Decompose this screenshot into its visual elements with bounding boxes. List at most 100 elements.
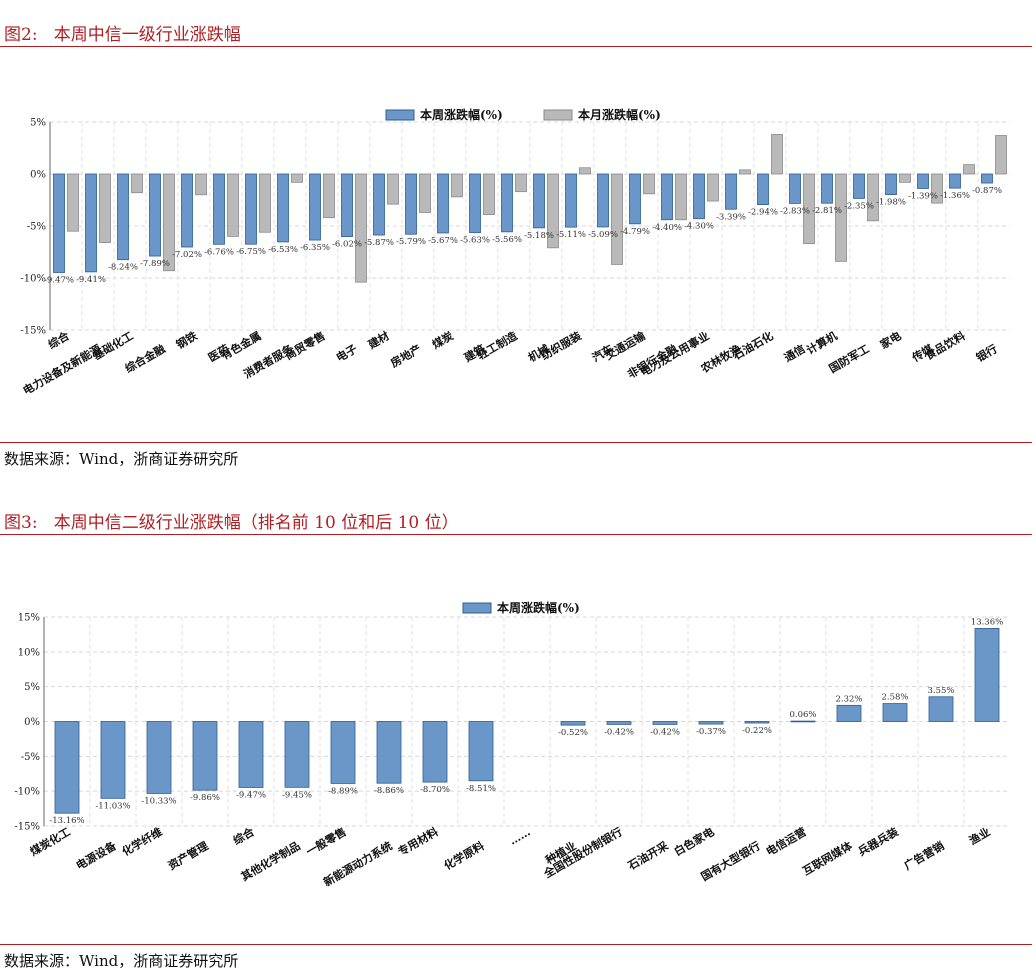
category-label: ……: [507, 825, 533, 847]
data-label: -0.87%: [972, 186, 1002, 196]
y-tick-label: 5%: [24, 682, 40, 693]
data-label: -10.33%: [141, 796, 176, 806]
data-label: -0.52%: [558, 728, 588, 738]
category-label: 电子: [333, 341, 359, 364]
data-label: -6.02%: [332, 240, 362, 250]
y-tick-label: 10%: [18, 647, 40, 658]
category-label: 化学纤维: [119, 824, 164, 858]
figure3-top-rule: [0, 534, 1032, 535]
data-label: -9.41%: [76, 275, 106, 285]
data-label: -0.37%: [696, 727, 726, 737]
legend-entry: 本月涨跌幅(%): [578, 107, 661, 122]
category-label: 综合: [45, 328, 72, 352]
y-tick-label: -10%: [14, 787, 40, 798]
bar-monthly: [67, 173, 79, 232]
data-label: -2.94%: [748, 208, 778, 218]
data-label: -5.87%: [364, 238, 394, 248]
bar-weekly: [789, 173, 801, 204]
bar-weekly: [85, 173, 97, 273]
bar-weekly: [949, 173, 961, 189]
category-label: 专用材料: [395, 824, 440, 858]
data-label: -2.83%: [780, 206, 810, 216]
bar-monthly: [259, 173, 271, 233]
bar-monthly: [867, 173, 879, 222]
bar-weekly: [693, 173, 705, 220]
bar-monthly: [451, 173, 463, 198]
category-label: 化学原料: [441, 838, 486, 872]
legend-swatch: [543, 109, 573, 121]
data-label: -9.45%: [282, 790, 312, 800]
data-label: -3.39%: [716, 212, 746, 222]
data-label: -8.86%: [374, 786, 404, 796]
category-label: 电信运营: [763, 824, 808, 858]
data-label: -13.16%: [49, 816, 84, 826]
bar-weekly: [853, 173, 865, 199]
category-label: 电力及公用事业: [638, 328, 712, 379]
category-label: 电力设备及新能源: [20, 341, 103, 397]
data-label: -9.47%: [44, 275, 74, 285]
bar-monthly: [515, 173, 527, 193]
y-tick-label: -15%: [20, 326, 46, 337]
bar-monthly: [739, 169, 751, 175]
bar-monthly: [99, 173, 111, 244]
bar-weekly: [885, 173, 897, 195]
data-label: 0.06%: [789, 710, 816, 720]
y-tick-label: 0%: [24, 717, 40, 728]
bar-weekly: [836, 704, 862, 722]
figure2-bottom-rule: [0, 442, 1032, 443]
bar-weekly: [928, 696, 954, 722]
bar-weekly: [213, 173, 225, 245]
category-label: 钢铁: [173, 328, 199, 351]
bar-weekly: [341, 173, 353, 238]
category-label: 房地产: [388, 341, 424, 370]
data-label: -4.40%: [652, 223, 682, 233]
bar-monthly: [835, 173, 847, 262]
bar-monthly: [323, 173, 335, 219]
bar-weekly: [606, 721, 632, 725]
bar-monthly: [355, 173, 367, 283]
figure2-source: 数据来源：Wind，浙商证券研究所: [4, 450, 239, 468]
data-label: -6.53%: [268, 245, 298, 255]
bar-weekly: [981, 173, 993, 184]
category-label: 石油开采: [625, 838, 672, 873]
data-label: -2.81%: [812, 206, 842, 216]
category-label: 通信: [781, 341, 807, 364]
bar-monthly: [803, 173, 815, 245]
category-label: 资产管理: [165, 838, 210, 872]
category-label: 国有大型银行: [698, 838, 762, 883]
legend-entry: 本周涨跌幅(%): [497, 600, 580, 615]
data-label: -0.22%: [742, 726, 772, 736]
data-label: -1.98%: [876, 198, 906, 208]
bar-weekly: [629, 173, 641, 225]
bar-weekly: [149, 173, 161, 257]
bar-weekly: [821, 173, 833, 204]
category-label: 广告营销: [901, 838, 946, 872]
data-label: -5.56%: [492, 235, 522, 245]
bar-weekly: [652, 721, 678, 725]
bar-monthly: [899, 173, 911, 183]
bar-monthly: [419, 173, 431, 213]
bar-monthly: [195, 173, 207, 196]
figure2-top-rule: [0, 46, 1032, 47]
data-label: 2.58%: [881, 693, 908, 703]
category-label: 国防军工: [826, 341, 871, 375]
data-label: -9.86%: [190, 793, 220, 803]
y-tick-label: 5%: [30, 118, 46, 129]
category-label: 建材: [365, 328, 391, 351]
data-label: -0.42%: [650, 727, 680, 737]
category-label: 电源设备: [73, 838, 119, 873]
data-label: -5.11%: [556, 230, 586, 240]
bar-weekly: [560, 721, 586, 726]
bar-weekly: [284, 721, 310, 788]
figure3-chart: 15%10%5%0%-5%-10%-15%本周涨跌幅(%)-13.16%煤炭化工…: [14, 600, 1010, 889]
legend-entry: 本周涨跌幅(%): [420, 107, 503, 122]
bar-monthly: [227, 173, 239, 237]
data-label: -7.89%: [140, 259, 170, 269]
category-label: 计算机: [804, 328, 840, 357]
data-label: 13.36%: [971, 617, 1003, 627]
bar-weekly: [744, 721, 770, 724]
bar-weekly: [565, 173, 577, 228]
data-label: -7.02%: [172, 250, 202, 260]
bar-monthly: [707, 173, 719, 202]
bar-weekly: [53, 173, 65, 273]
